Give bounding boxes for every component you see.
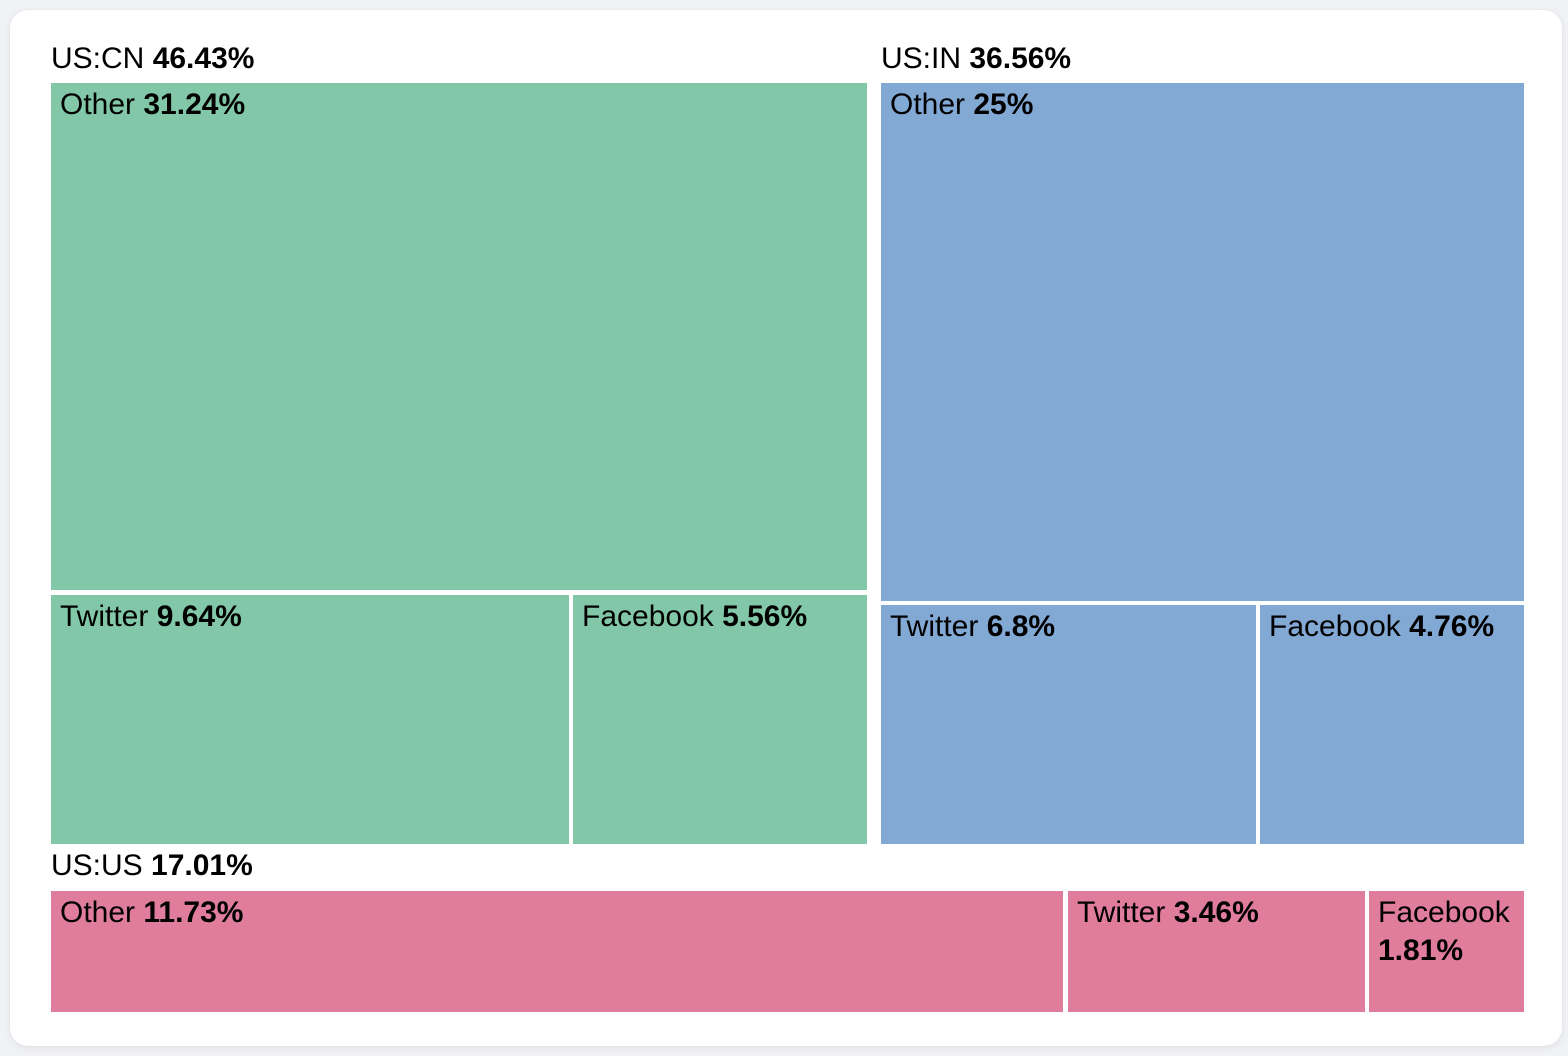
cell-us-cn-twitter[interactable]: Twitter 9.64% (51, 595, 569, 844)
group-share: 36.56% (969, 42, 1072, 75)
cell-us-cn-facebook[interactable]: Facebook 5.56% (573, 595, 867, 844)
cell-us-cn-other[interactable]: Other 31.24% (51, 83, 867, 590)
cell-label: Facebook 5.56% (573, 595, 867, 636)
cell-name: Other (890, 88, 966, 121)
cell-us-in-facebook[interactable]: Facebook 4.76% (1260, 605, 1524, 844)
cell-label: Other 11.73% (51, 891, 1063, 932)
cell-value: 31.24% (143, 88, 246, 121)
cell-us-us-facebook[interactable]: Facebook 1.81% (1369, 891, 1524, 1012)
group-header-us-in: US:IN 36.56% (881, 41, 1071, 77)
cell-us-in-twitter[interactable]: Twitter 6.8% (881, 605, 1256, 844)
cell-name: Facebook (582, 600, 714, 633)
cell-label: Other 25% (881, 83, 1524, 124)
cell-us-us-twitter[interactable]: Twitter 3.46% (1068, 891, 1365, 1012)
cell-label: Twitter 6.8% (881, 605, 1256, 646)
cell-value: 11.73% (143, 896, 244, 929)
group-name: US:CN (51, 42, 145, 75)
cell-value: 3.46% (1173, 896, 1259, 929)
cell-us-us-other[interactable]: Other 11.73% (51, 891, 1063, 1012)
cell-label: Twitter 3.46% (1068, 891, 1365, 932)
cell-name: Other (60, 896, 136, 929)
group-header-us-us: US:US 17.01% (51, 848, 253, 884)
cell-value: 4.76% (1409, 610, 1495, 643)
cell-value: 1.81% (1378, 934, 1464, 967)
cell-value: 5.56% (722, 600, 808, 633)
cell-us-in-other[interactable]: Other 25% (881, 83, 1524, 601)
group-name: US:US (51, 849, 143, 882)
cell-value: 9.64% (156, 600, 242, 633)
cell-name: Twitter (890, 610, 979, 643)
cell-name: Facebook (1378, 896, 1510, 929)
cell-label: Facebook 1.81% (1369, 891, 1524, 970)
cell-label: Twitter 9.64% (51, 595, 569, 636)
cell-label: Other 31.24% (51, 83, 867, 124)
group-name: US:IN (881, 42, 962, 75)
cell-value: 25% (973, 88, 1034, 121)
cell-name: Twitter (1077, 896, 1166, 929)
cell-label: Facebook 4.76% (1260, 605, 1524, 646)
cell-name: Other (60, 88, 136, 121)
cell-value: 6.8% (986, 610, 1056, 643)
group-share: 17.01% (151, 849, 253, 882)
cell-name: Facebook (1269, 610, 1401, 643)
group-share: 46.43% (152, 42, 255, 75)
cell-name: Twitter (60, 600, 149, 633)
group-header-us-cn: US:CN 46.43% (51, 41, 254, 77)
treemap-card: US:CN 46.43% US:IN 36.56% US:US 17.01% O… (10, 10, 1562, 1046)
